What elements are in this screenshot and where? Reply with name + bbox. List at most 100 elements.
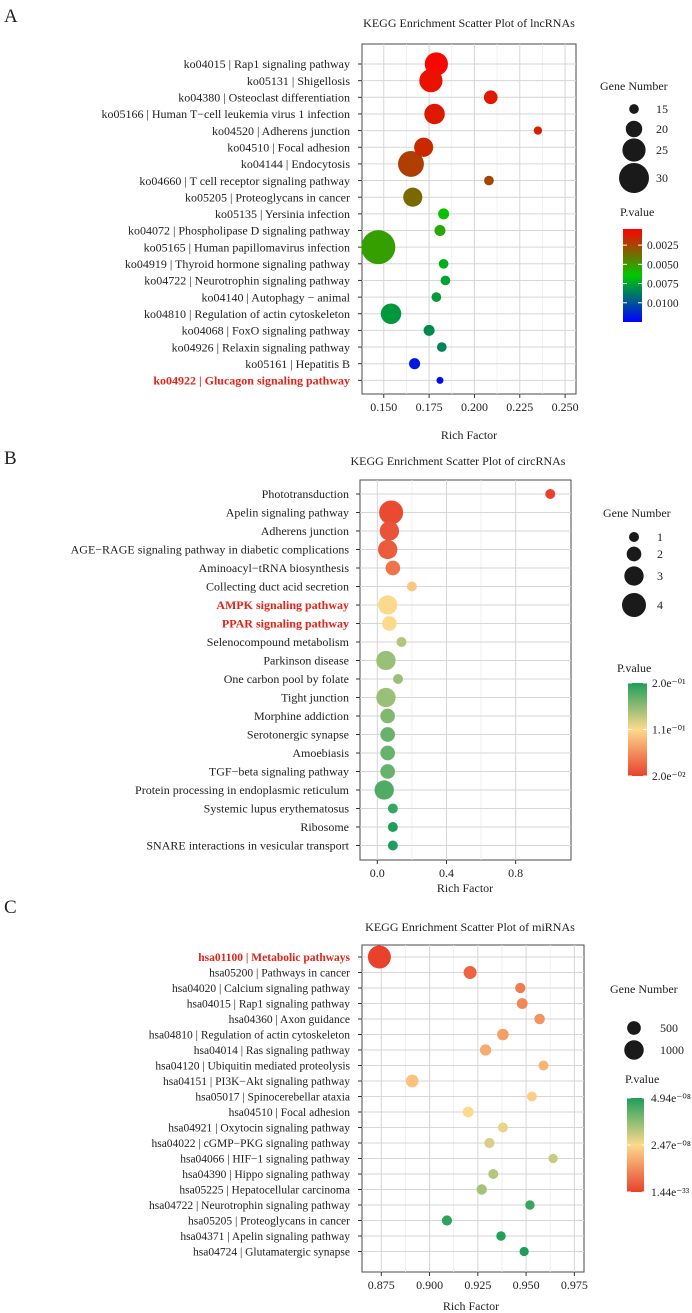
plot-area [361, 944, 585, 1273]
category-label: ko04510 | Focal adhesion [227, 140, 350, 154]
data-point [387, 840, 398, 851]
size-legend-circle [627, 1021, 641, 1035]
x-tick-label: 0.150 [370, 400, 397, 414]
size-legend-circle [629, 532, 639, 542]
category-label: Selenocompound metabolism [207, 635, 350, 649]
data-point [431, 292, 442, 302]
data-point [476, 1184, 487, 1195]
color-legend-title: P.value [617, 661, 651, 675]
category-label: Serotonergic synapse [247, 728, 349, 742]
category-label: hsa04371 | Apelin signaling pathway [180, 1231, 350, 1243]
data-point [382, 616, 397, 631]
gridlines [362, 945, 584, 1272]
category-label: Apelin signaling pathway [226, 506, 349, 520]
data-point [376, 650, 396, 671]
data-point [405, 1074, 419, 1088]
data-point [484, 175, 494, 186]
color-bar-label: 0.0075 [647, 279, 679, 291]
data-points [367, 945, 558, 1257]
category-label: ko05166 | Human T−cell leukemia virus 1 … [101, 107, 350, 121]
category-label: hsa04360 | Axon guidance [229, 1014, 350, 1026]
data-point [403, 187, 423, 207]
size-legend: 1 2 3 4 [622, 530, 663, 617]
data-point [380, 727, 396, 742]
size-legend-circle [622, 593, 646, 617]
data-point [374, 780, 394, 800]
color-bar [628, 683, 647, 776]
chart-title: KEGG Enrichment Scatter Plot of circRNAs [351, 454, 566, 468]
color-bar [623, 229, 642, 322]
category-label: hsa04022 | cGMP−PKG signaling pathway [151, 1138, 350, 1150]
size-legend-label: 500 [660, 1021, 678, 1035]
panel-b: B KEGG Enrichment Scatter Plot of circRN… [4, 448, 686, 895]
data-point [438, 258, 449, 269]
data-point [515, 982, 526, 994]
plot-area [361, 43, 577, 395]
size-legend: 15 20 25 30 [619, 102, 668, 193]
panel-a: A KEGG Enrichment Scatter Plot of lncRNA… [4, 6, 679, 442]
panel-letter: C [4, 897, 17, 918]
color-bar-label: 1.44e⁻³³ [651, 1187, 690, 1199]
data-point [380, 708, 396, 724]
data-points [361, 52, 543, 384]
size-legend-label: 1 [657, 530, 663, 544]
data-point [545, 489, 556, 499]
data-point [538, 1060, 549, 1071]
category-label: hsa01100 | Metabolic pathways [198, 952, 350, 964]
data-point [479, 1044, 492, 1056]
category-label: ko04380 | Osteoclast differentiation [178, 91, 350, 105]
color-bar-label: 0.0050 [647, 259, 679, 271]
x-axis-label: Rich Factor [443, 1299, 499, 1313]
category-label: Aminoacyl−tRNA biosynthesis [199, 561, 350, 575]
data-point [380, 745, 396, 761]
category-label: hsa05225 | Hepatocellular carcinoma [179, 1185, 350, 1197]
data-point [548, 1153, 558, 1164]
x-tick-label: 0.0 [370, 866, 385, 880]
category-label: hsa04020 | Calcium signaling pathway [172, 983, 350, 995]
x-axis-label: Rich Factor [437, 881, 493, 895]
x-tick-label: 0.8 [508, 866, 523, 880]
data-point [497, 1122, 508, 1133]
data-point [440, 275, 451, 286]
category-label: hsa04151 | PI3K−Akt signaling pathway [163, 1076, 350, 1088]
data-point [424, 103, 445, 125]
data-point [483, 90, 498, 105]
data-point [423, 324, 435, 336]
panel-letter: A [4, 6, 18, 27]
data-point [398, 150, 424, 177]
size-legend-label: 3 [657, 569, 663, 583]
category-label: Collecting duct acid secretion [206, 580, 349, 594]
data-point [436, 376, 444, 384]
category-label: hsa04510 | Focal adhesion [229, 1107, 351, 1119]
x-tick-label: 0.175 [416, 400, 443, 414]
data-point [488, 1168, 499, 1180]
category-label: One carbon pool by folate [224, 672, 349, 686]
data-point [497, 1028, 509, 1041]
category-label: AGE−RAGE signaling pathway in diabetic c… [71, 543, 350, 557]
data-point [379, 500, 404, 525]
data-point [419, 69, 443, 93]
data-point [406, 581, 417, 592]
data-point [378, 595, 398, 615]
size-legend-circle [624, 566, 644, 586]
category-label: Adherens junction [261, 524, 349, 538]
category-label: ko04140 | Autophagy − animal [202, 290, 351, 304]
size-legend-circle [622, 138, 646, 162]
category-label: Phototransduction [262, 487, 349, 501]
category-label: hsa05205 | Proteoglycans in cancer [188, 1216, 350, 1228]
category-label: AMPK signaling pathway [216, 598, 349, 612]
x-tick-label: 0.925 [464, 1278, 491, 1292]
data-point [387, 803, 398, 814]
category-label: ko05161 | Hepatitis B [245, 357, 350, 371]
category-label: ko04144 | Endocytosis [241, 157, 350, 171]
x-tick-label: 0.4 [439, 866, 454, 880]
size-legend-title: Gene Number [610, 982, 678, 996]
data-point [441, 1215, 453, 1226]
category-label: hsa04722 | Neurotrophin signaling pathwa… [149, 1200, 350, 1212]
category-label: ko04722 | Neurotrophin signaling pathway [144, 274, 350, 288]
category-label: ko04660 | T cell receptor signaling path… [139, 174, 350, 188]
size-legend-label: 30 [656, 171, 668, 185]
category-label: Protein processing in endoplasmic reticu… [135, 783, 350, 797]
data-point [380, 764, 396, 779]
